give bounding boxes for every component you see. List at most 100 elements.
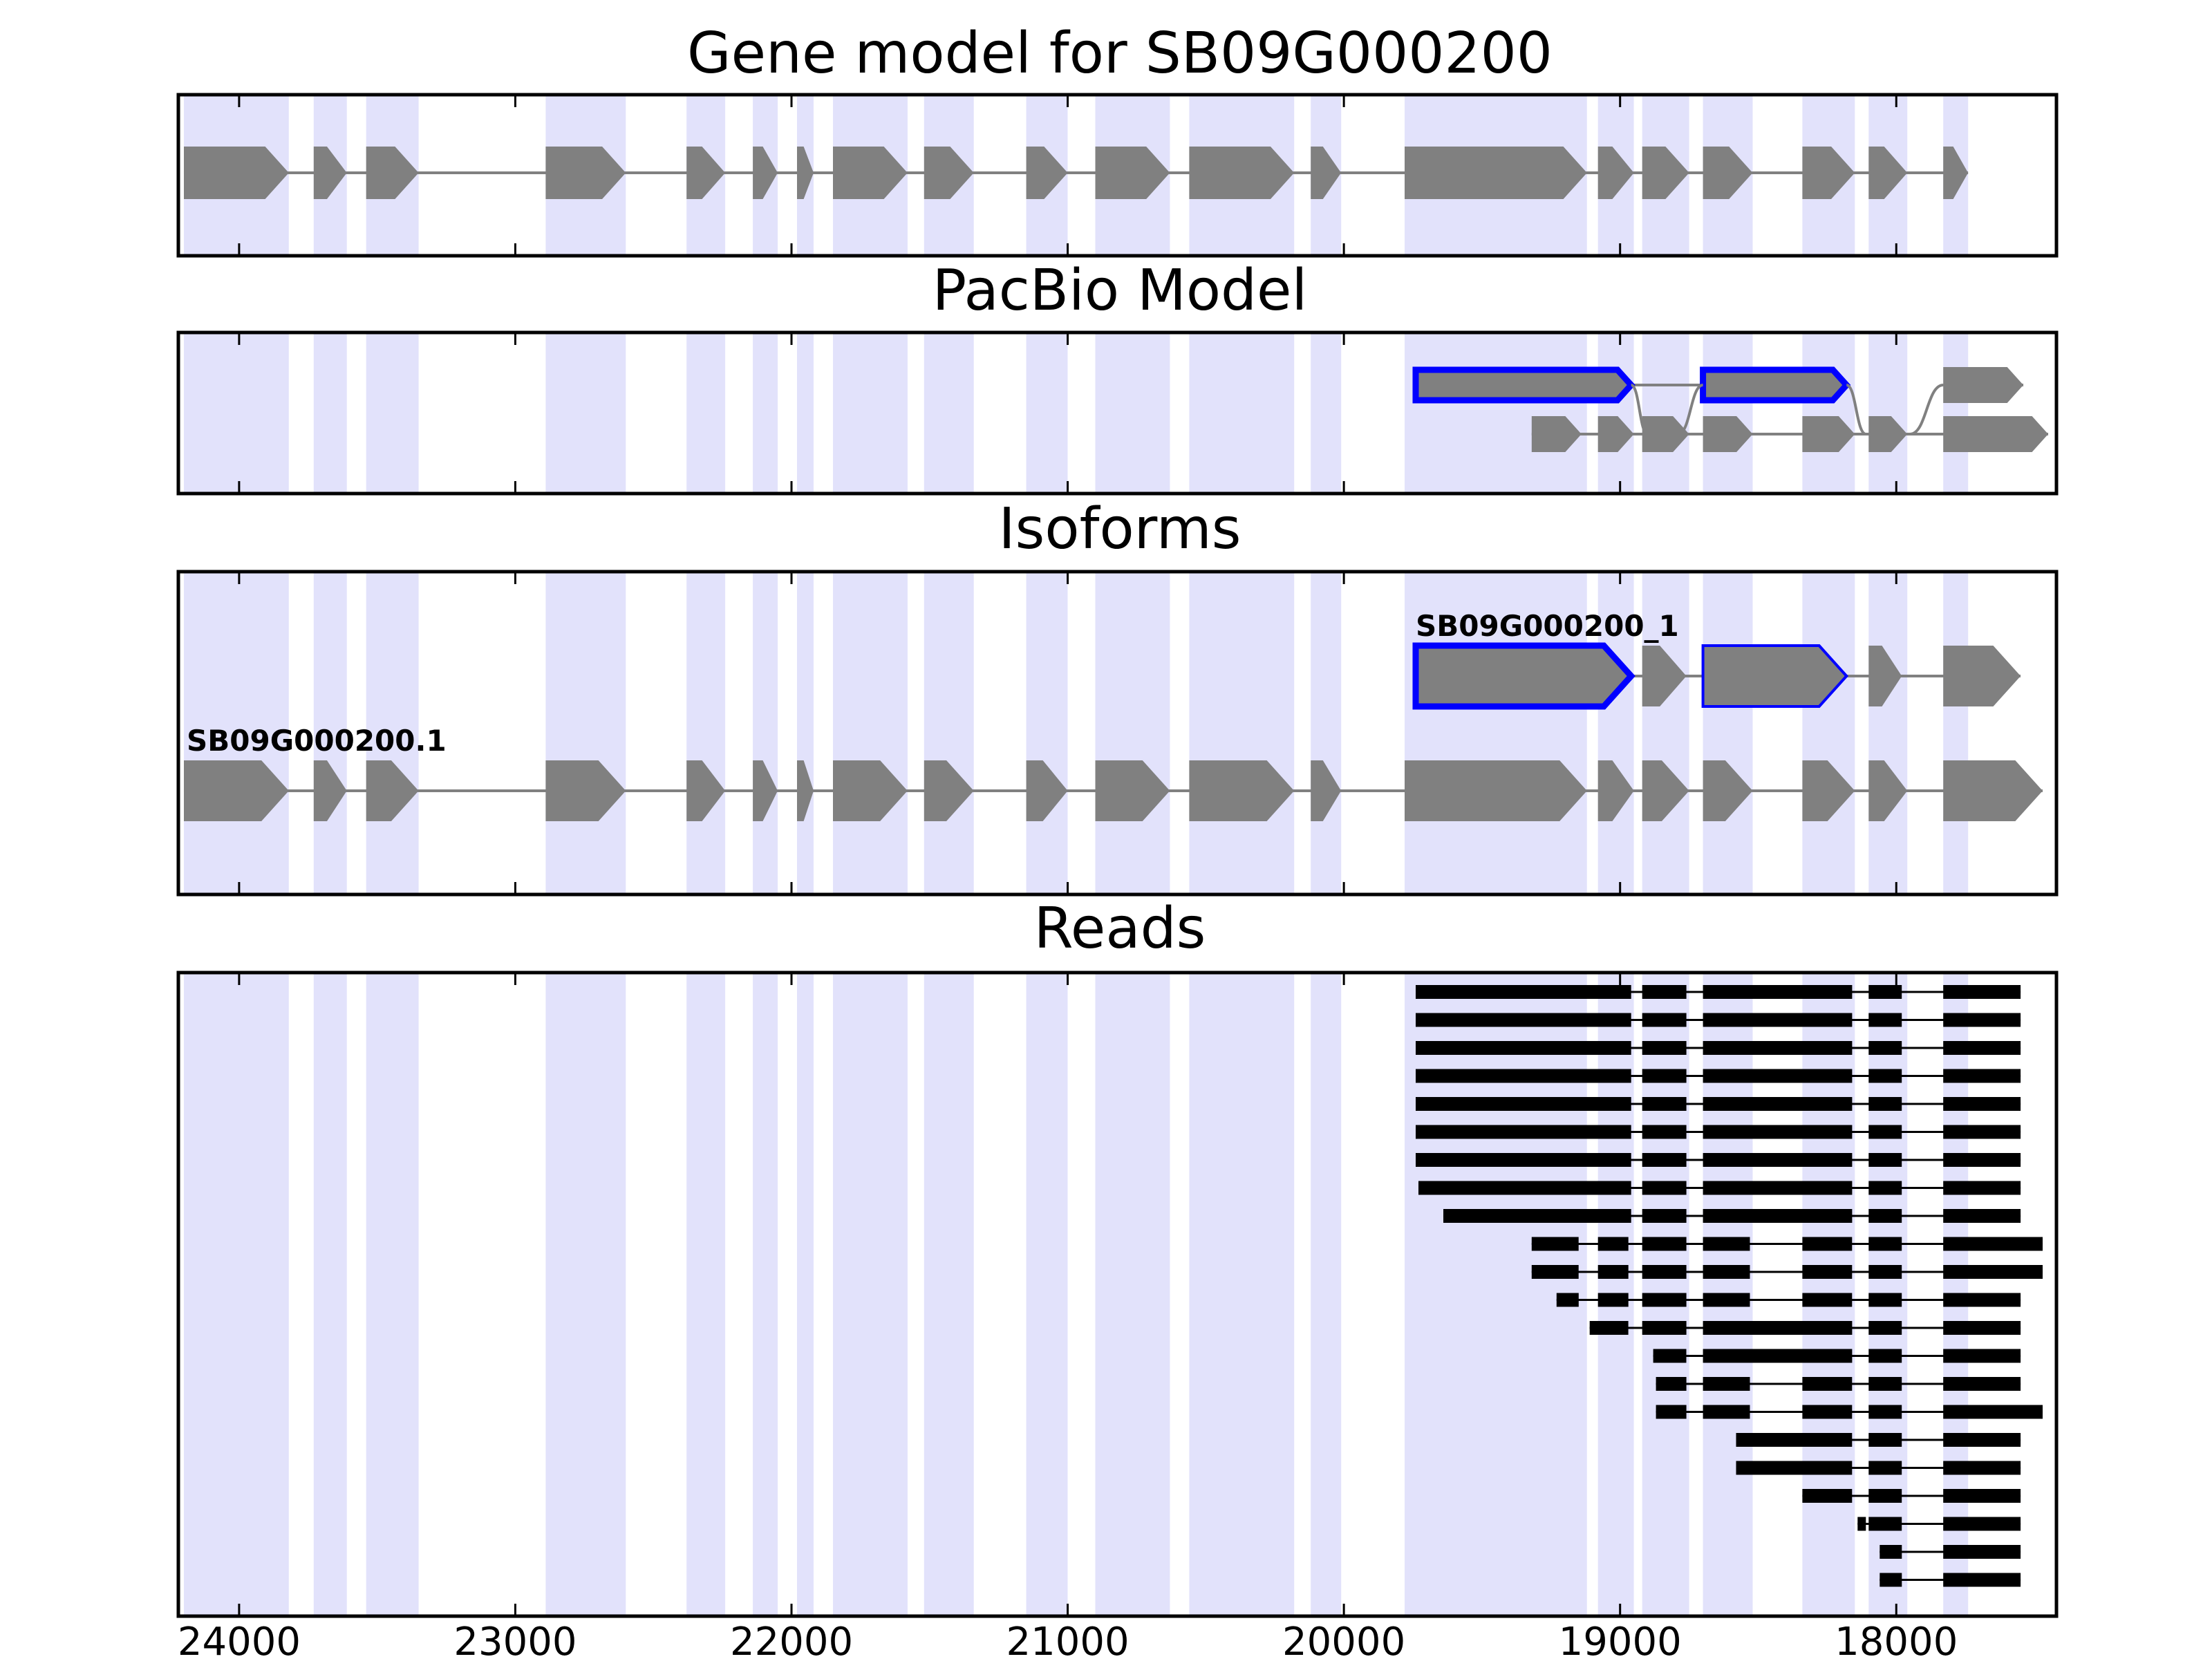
isoforms-panel: SB09G000200_1 SB09G000200.1 bbox=[176, 570, 2059, 897]
isoform-2-exon bbox=[313, 760, 347, 821]
splice-connector bbox=[1846, 384, 1867, 435]
panel-title-gene-model: Gene model for SB09G000200 bbox=[687, 21, 1553, 86]
exon-band bbox=[1703, 332, 1753, 494]
exon-band bbox=[753, 332, 778, 494]
read-15-block bbox=[1656, 1377, 1687, 1391]
isoform-1-exon bbox=[1701, 644, 1848, 708]
exon-band bbox=[1943, 572, 1969, 894]
read-21-block bbox=[1943, 1545, 2021, 1559]
read-11-block bbox=[1642, 1265, 1687, 1279]
read-10-block bbox=[1642, 1237, 1687, 1251]
exon-band bbox=[184, 572, 289, 894]
isoform-2-exon bbox=[1026, 760, 1068, 821]
exon-band bbox=[1642, 572, 1689, 894]
read-7-block bbox=[1416, 1153, 1631, 1167]
read-1-block bbox=[1642, 985, 1687, 999]
read-3-block bbox=[1642, 1041, 1687, 1055]
read-1-block bbox=[1416, 985, 1631, 999]
panel-frame bbox=[176, 330, 2059, 496]
read-13-block bbox=[1943, 1321, 2021, 1335]
exon-band bbox=[1189, 973, 1295, 1616]
exon-band bbox=[924, 572, 974, 894]
read-8-block bbox=[1418, 1181, 1631, 1195]
read-5-block bbox=[1943, 1097, 2021, 1111]
gene-model-exon bbox=[1405, 147, 1587, 199]
read-16-block bbox=[1802, 1405, 1853, 1419]
exon-band bbox=[184, 332, 289, 494]
exon-band bbox=[1943, 332, 1969, 494]
pacbio-transcript-3-exon bbox=[1703, 416, 1753, 452]
read-10-block bbox=[1597, 1237, 1629, 1251]
gene-model-exon bbox=[313, 147, 347, 199]
panel-frame bbox=[176, 570, 2059, 897]
read-12-block bbox=[1943, 1293, 2021, 1307]
read-11-block bbox=[1802, 1265, 1853, 1279]
exon-band bbox=[545, 973, 626, 1616]
read-20-block bbox=[1943, 1517, 2021, 1531]
isoform-2-exon bbox=[545, 760, 626, 821]
read-10-block bbox=[1802, 1237, 1853, 1251]
isoform-2-exon bbox=[797, 760, 814, 821]
isoform-2-exon bbox=[1189, 760, 1295, 821]
isoform-2-exon bbox=[686, 760, 726, 821]
exon-band bbox=[1703, 572, 1753, 894]
read-6-block bbox=[1642, 1125, 1687, 1139]
read-12-block bbox=[1703, 1293, 1750, 1307]
read-4-block bbox=[1868, 1069, 1902, 1083]
exon-band bbox=[1597, 572, 1634, 894]
read-4-block bbox=[1416, 1069, 1631, 1083]
exon-band bbox=[797, 572, 814, 894]
read-6-block bbox=[1943, 1125, 2021, 1139]
read-8-block bbox=[1943, 1181, 2021, 1195]
pacbio-transcript-3-exon bbox=[1642, 416, 1689, 452]
read-5-block bbox=[1416, 1097, 1631, 1111]
exon-band bbox=[1642, 332, 1689, 494]
exon-band bbox=[1026, 572, 1068, 894]
read-11-block bbox=[1531, 1265, 1579, 1279]
read-2-block bbox=[1943, 1013, 2021, 1027]
isoform-2-exon bbox=[833, 760, 908, 821]
read-2-block bbox=[1703, 1013, 1853, 1027]
isoform-2-exon bbox=[366, 760, 419, 821]
read-15-block bbox=[1943, 1377, 2021, 1391]
isoform-2-exon bbox=[924, 760, 974, 821]
read-9-block bbox=[1703, 1209, 1853, 1223]
exon-band bbox=[686, 973, 726, 1616]
read-20-block bbox=[1868, 1517, 1902, 1531]
exon-band bbox=[1802, 572, 1855, 894]
pacbio-transcript-3-exon bbox=[1597, 416, 1634, 452]
exon-band bbox=[366, 332, 419, 494]
gene-model-exon bbox=[1642, 147, 1689, 199]
read-7-block bbox=[1943, 1153, 2021, 1167]
read-1-block bbox=[1703, 985, 1853, 999]
pacbio-transcript-3-exon bbox=[1802, 416, 1855, 452]
gene-model-exon bbox=[753, 147, 778, 199]
read-12-block bbox=[1556, 1293, 1579, 1307]
read-6-block bbox=[1703, 1125, 1853, 1139]
read-19-block bbox=[1943, 1489, 2021, 1503]
read-10-block bbox=[1703, 1237, 1750, 1251]
gene-model-exon bbox=[1703, 147, 1753, 199]
read-11-block bbox=[1943, 1265, 2043, 1279]
read-12-block bbox=[1597, 1293, 1629, 1307]
read-3-block bbox=[1943, 1041, 2021, 1055]
read-8-block bbox=[1642, 1181, 1687, 1195]
splice-connector bbox=[1677, 384, 1704, 435]
read-17-block bbox=[1868, 1433, 1902, 1447]
isoform-2-exon bbox=[1311, 760, 1342, 821]
exon-band bbox=[1311, 572, 1342, 894]
read-22-block bbox=[1880, 1573, 1902, 1587]
splice-connector bbox=[1909, 384, 1944, 435]
exon-band bbox=[833, 973, 908, 1616]
read-3-block bbox=[1868, 1041, 1902, 1055]
pacbio-transcript-2-exon bbox=[1943, 367, 2024, 403]
splice-connector bbox=[1630, 384, 1649, 435]
read-3-block bbox=[1703, 1041, 1853, 1055]
read-8-block bbox=[1868, 1181, 1902, 1195]
x-tick-label: 18000 bbox=[1835, 1620, 1958, 1659]
read-7-block bbox=[1642, 1153, 1687, 1167]
read-5-block bbox=[1868, 1097, 1902, 1111]
isoform-2-exon bbox=[1868, 760, 1908, 821]
read-12-block bbox=[1802, 1293, 1853, 1307]
x-tick-label: 22000 bbox=[730, 1620, 853, 1659]
